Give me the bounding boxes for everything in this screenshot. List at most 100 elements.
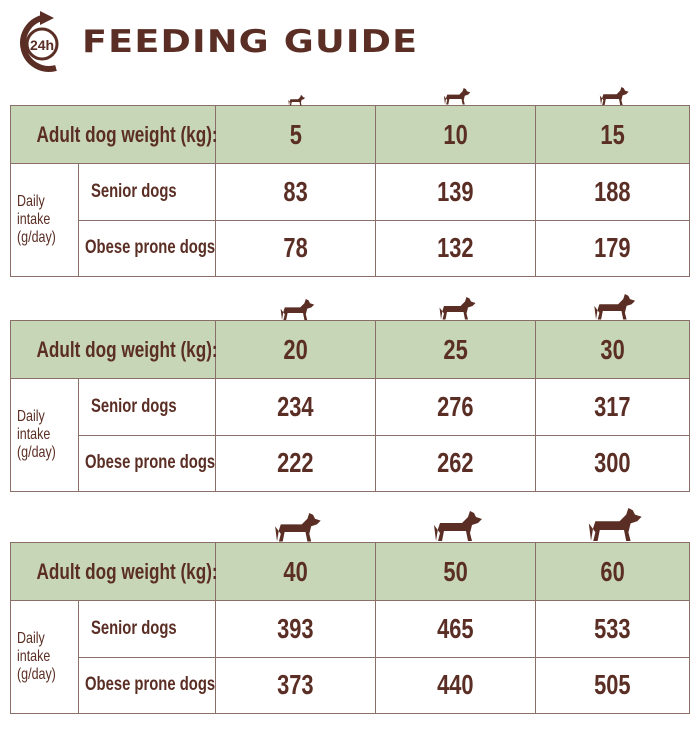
senior-label-cell: Senior dogs: [77, 378, 217, 436]
daily-intake-label: Daily intake (g/day): [10, 163, 79, 277]
weight-cell: 15: [535, 86, 690, 164]
dog-silhouette-icon: [599, 86, 629, 105]
senior-value-cell: 83: [215, 163, 377, 221]
dog-silhouette-icon: [443, 88, 470, 105]
weight-value: 5: [289, 118, 302, 150]
weight-cell: 60: [535, 507, 690, 601]
header: 24h FEEDING GUIDE: [12, 10, 417, 74]
obese-value-cell: 300: [535, 434, 690, 492]
senior-label: Senior dogs: [91, 617, 177, 639]
dog-silhouette-icon: [588, 507, 642, 541]
obese-label: Obese prone dogs: [85, 674, 216, 696]
dog-silhouette-icon: [593, 293, 635, 320]
obese-value: 78: [283, 232, 308, 264]
weight-value: 25: [443, 333, 468, 365]
weight-label: Adult dog weight (kg):: [36, 336, 218, 362]
senior-label-cell: Senior dogs: [77, 600, 217, 658]
daily-intake-label: Daily intake (g/day): [10, 378, 79, 492]
weight-cell: 50: [375, 511, 537, 601]
weight-label: Adult dog weight (kg):: [36, 558, 218, 584]
senior-value-cell: 393: [215, 600, 377, 658]
senior-label: Senior dogs: [91, 395, 177, 417]
weight-value: 60: [600, 555, 625, 587]
weight-label: Adult dog weight (kg):: [36, 121, 218, 147]
obese-label-cell: Obese prone dogs: [77, 219, 217, 277]
obese-value-cell: 440: [375, 656, 537, 714]
obese-value-cell: 179: [535, 219, 690, 277]
senior-label-cell: Senior dogs: [77, 163, 217, 221]
weight-value: 30: [600, 333, 625, 365]
dog-silhouette-icon: [274, 512, 321, 542]
obese-value: 505: [594, 669, 631, 701]
senior-value: 83: [283, 175, 308, 207]
weight-row: Adult dog weight (kg): 20 25 30: [9, 293, 690, 379]
feeding-table-1: Adult dog weight (kg): 5 10 15 Daily intake (g…: [9, 86, 690, 277]
obese-value: 262: [437, 447, 474, 479]
weight-cell: 20: [215, 298, 377, 379]
senior-value-cell: 188: [535, 163, 690, 221]
weight-value: 20: [283, 333, 308, 365]
weight-label-cell: Adult dog weight (kg):: [9, 320, 218, 379]
dog-silhouette-icon: [439, 297, 476, 320]
senior-value: 465: [437, 612, 474, 644]
obese-label-cell: Obese prone dogs: [77, 434, 217, 492]
obese-value-cell: 78: [215, 219, 377, 277]
senior-value: 234: [277, 390, 314, 422]
weight-value: 40: [283, 555, 308, 587]
logo-text: 24h: [30, 37, 54, 53]
obese-value-cell: 505: [535, 656, 690, 714]
obese-value: 179: [594, 232, 631, 264]
dog-silhouette-icon: [280, 298, 314, 320]
senior-value-cell: 234: [215, 378, 377, 436]
obese-value-cell: 373: [215, 656, 377, 714]
weight-cell: 30: [535, 293, 690, 379]
feeding-table-3: Adult dog weight (kg): 40 50 60 Daily intake(…: [9, 507, 690, 714]
weight-value: 15: [600, 118, 625, 150]
obese-label: Obese prone dogs: [85, 452, 216, 474]
obese-value-cell: 132: [375, 219, 537, 277]
obese-value-cell: 222: [215, 434, 377, 492]
senior-value-cell: 465: [375, 600, 537, 658]
page-title: FEEDING GUIDE: [82, 24, 419, 60]
senior-value: 276: [437, 390, 474, 422]
senior-row: Daily intake (g/day) Senior dogs 83 139 188: [10, 163, 690, 277]
feeding-table-2: Adult dog weight (kg): 20 25 30 Daily intake(…: [9, 293, 690, 492]
senior-value: 393: [277, 612, 314, 644]
senior-value-cell: 276: [375, 378, 537, 436]
dog-silhouette-icon: [433, 511, 482, 541]
senior-row: Daily intake (g/day) Senior dogs 393 465 533: [10, 600, 690, 714]
weight-label-cell: Adult dog weight (kg):: [9, 105, 218, 164]
weight-value: 50: [443, 555, 468, 587]
weight-cell: 25: [375, 297, 537, 379]
weight-cell: 40: [215, 512, 377, 601]
obese-row: Obese prone dogs 222 262 300: [11, 434, 690, 492]
senior-row: Daily intake (g/day) Senior dogs 234 276 317: [10, 378, 690, 492]
obese-value: 373: [277, 669, 314, 701]
weight-value: 10: [443, 118, 468, 150]
daily-intake-label: Daily intake (g/day): [10, 600, 79, 714]
obese-label: Obese prone dogs: [85, 237, 216, 259]
senior-value-cell: 317: [535, 378, 690, 436]
weight-cell: 5: [215, 94, 377, 164]
obese-label-cell: Obese prone dogs: [77, 656, 217, 714]
senior-value-cell: 533: [535, 600, 690, 658]
senior-value: 188: [594, 175, 631, 207]
obese-value-cell: 262: [375, 434, 537, 492]
clock-24h-icon: 24h: [20, 11, 59, 72]
obese-value: 222: [277, 447, 314, 479]
obese-row: Obese prone dogs 373 440 505: [11, 656, 690, 714]
dog-silhouette-icon: [287, 94, 305, 106]
weight-label-cell: Adult dog weight (kg):: [9, 542, 218, 601]
senior-value: 139: [437, 175, 474, 207]
senior-value: 317: [594, 390, 631, 422]
obese-value: 132: [437, 232, 474, 264]
senior-label: Senior dogs: [91, 180, 177, 202]
weight-row: Adult dog weight (kg): 40 50 60: [9, 507, 690, 601]
obese-row: Obese prone dogs 78 132 179: [11, 219, 690, 277]
senior-value-cell: 139: [375, 163, 537, 221]
senior-value: 533: [594, 612, 631, 644]
obese-value: 300: [594, 447, 631, 479]
weight-row: Adult dog weight (kg): 5 10 15: [9, 86, 690, 164]
obese-value: 440: [437, 669, 474, 701]
weight-cell: 10: [375, 88, 537, 164]
